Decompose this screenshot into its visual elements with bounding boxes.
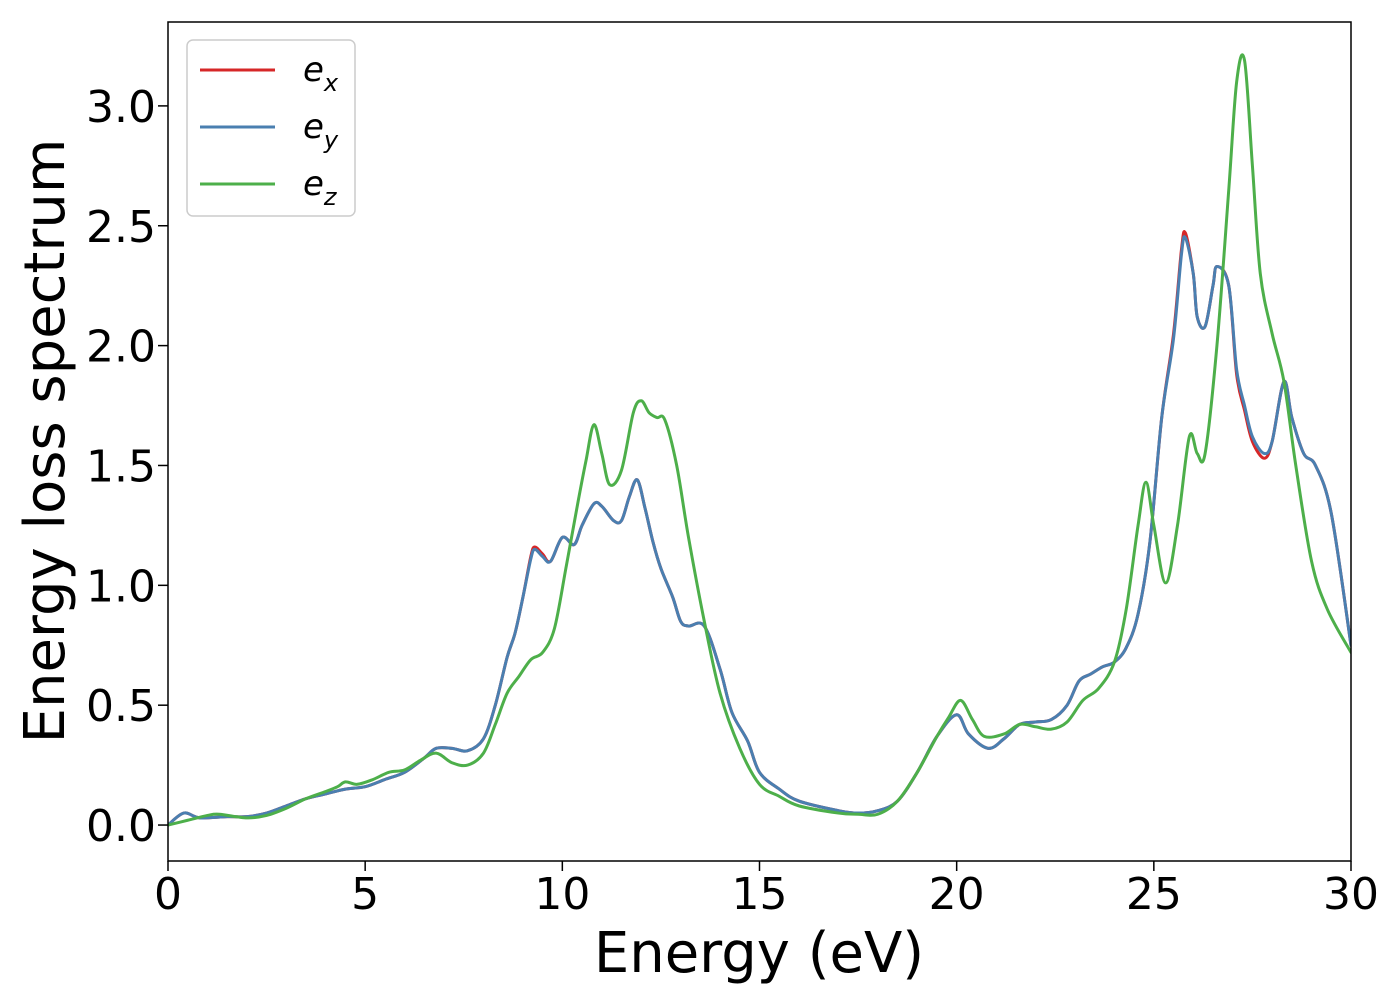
series-line-y	[168, 235, 1351, 827]
series-line-z	[168, 53, 1351, 827]
x-tick-label: 10	[534, 869, 590, 920]
x-tick-label: 5	[351, 869, 379, 920]
legend: ex ey ez	[186, 39, 356, 217]
y-axis-ticks: 0.0 0.5 1.0 1.5 2.0 2.5 3.0	[86, 82, 168, 852]
x-tick-label: 20	[929, 869, 985, 920]
y-tick-label: 2.5	[86, 202, 156, 253]
series-layer	[168, 53, 1351, 827]
x-tick-label: 25	[1126, 869, 1182, 920]
legend-label-z: ez	[303, 164, 338, 211]
y-tick-label: 1.5	[86, 441, 156, 492]
x-tick-label: 0	[154, 869, 182, 920]
x-axis-ticks: 0 5 10 15 20 25 30	[154, 861, 1379, 920]
series-line-x	[168, 230, 1351, 827]
x-tick-label: 15	[732, 869, 788, 920]
y-tick-label: 0.0	[86, 801, 156, 852]
y-tick-label: 2.0	[86, 322, 156, 373]
x-tick-label: 30	[1323, 869, 1379, 920]
y-axis-label: Energy loss spectrum	[13, 139, 78, 744]
legend-label-y: ey	[303, 107, 339, 154]
y-tick-label: 0.5	[86, 681, 156, 732]
legend-label-x: ex	[303, 50, 339, 97]
y-tick-label: 3.0	[86, 82, 156, 133]
y-tick-label: 1.0	[86, 561, 156, 612]
legend-items: ex ey ez	[200, 50, 339, 211]
x-axis-label: Energy (eV)	[594, 921, 924, 986]
